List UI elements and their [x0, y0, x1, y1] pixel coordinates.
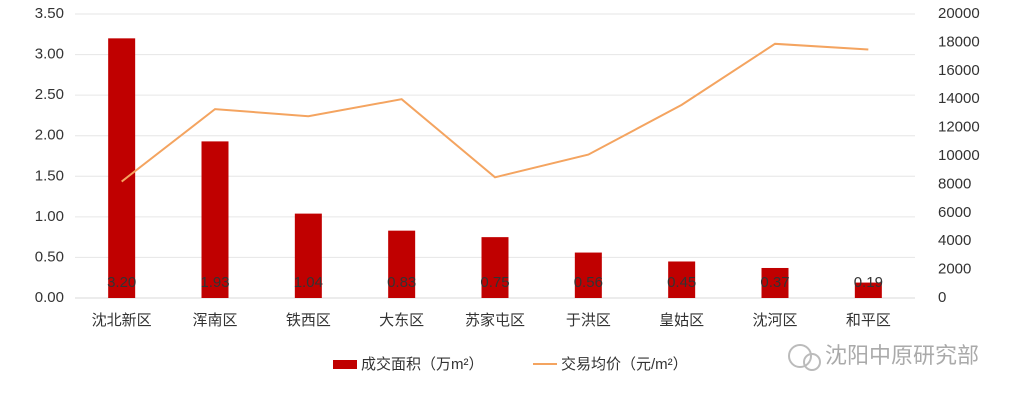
bar — [481, 237, 509, 298]
data-label: 3.20 — [107, 274, 136, 291]
y-tick-label: 0.50 — [35, 248, 64, 265]
y2-tick-label: 2000 — [938, 261, 971, 278]
x-tick-label: 和平区 — [846, 312, 891, 329]
bar — [108, 38, 136, 298]
y-tick-label: 1.00 — [35, 208, 64, 225]
y-tick-label: 2.50 — [35, 86, 64, 103]
line — [121, 42, 869, 183]
y2-tick-label: 6000 — [938, 204, 971, 221]
data-label: 0.75 — [480, 274, 509, 291]
data-label: 1.04 — [294, 274, 323, 291]
watermark: 沈阳中原研究部 — [825, 343, 979, 368]
x-tick-label: 沈河区 — [752, 312, 797, 329]
y-tick-label: 2.00 — [35, 127, 64, 144]
bar — [294, 213, 322, 298]
y2-tick-label: 20000 — [938, 5, 980, 22]
data-label: 0.83 — [387, 274, 416, 291]
x-tick-label: 沈北新区 — [92, 312, 152, 329]
y-tick-label: 1.50 — [35, 167, 64, 184]
y2-tick-label: 10000 — [938, 147, 980, 164]
legend-label: 成交面积（万m²） — [361, 355, 484, 373]
y-tick-label: 0.00 — [35, 289, 64, 306]
y2-tick-label: 16000 — [938, 62, 980, 79]
y2-tick-label: 4000 — [938, 232, 971, 249]
bar — [574, 252, 602, 298]
x-tick-label: 浑南区 — [192, 312, 237, 329]
y-tick-label: 3.50 — [35, 5, 64, 22]
x-tick-label: 铁西区 — [286, 312, 331, 329]
bar — [388, 230, 416, 298]
y2-tick-label: 18000 — [938, 33, 980, 50]
x-tick-label: 皇姑区 — [659, 312, 704, 329]
y-tick-label: 3.00 — [35, 46, 64, 63]
data-label: 1.93 — [200, 274, 229, 291]
data-label: 0.37 — [760, 274, 789, 291]
data-label: 0.19 — [854, 274, 883, 291]
data-label: 0.56 — [574, 274, 603, 291]
y2-tick-label: 8000 — [938, 175, 971, 192]
watermark-icon — [788, 344, 821, 371]
legend-swatch — [333, 360, 357, 369]
x-tick-label: 于洪区 — [566, 312, 611, 329]
bar — [668, 261, 696, 298]
bar — [761, 267, 789, 298]
y2-tick-label: 0 — [938, 289, 946, 306]
data-label: 0.45 — [667, 274, 696, 291]
bar — [201, 141, 229, 298]
legend-label: 交易均价（元/m²） — [561, 355, 688, 373]
bar — [854, 282, 882, 298]
x-tick-label: 大东区 — [379, 312, 424, 329]
x-tick-label: 苏家屯区 — [465, 312, 525, 329]
y2-tick-label: 12000 — [938, 119, 980, 136]
y2-tick-label: 14000 — [938, 90, 980, 107]
